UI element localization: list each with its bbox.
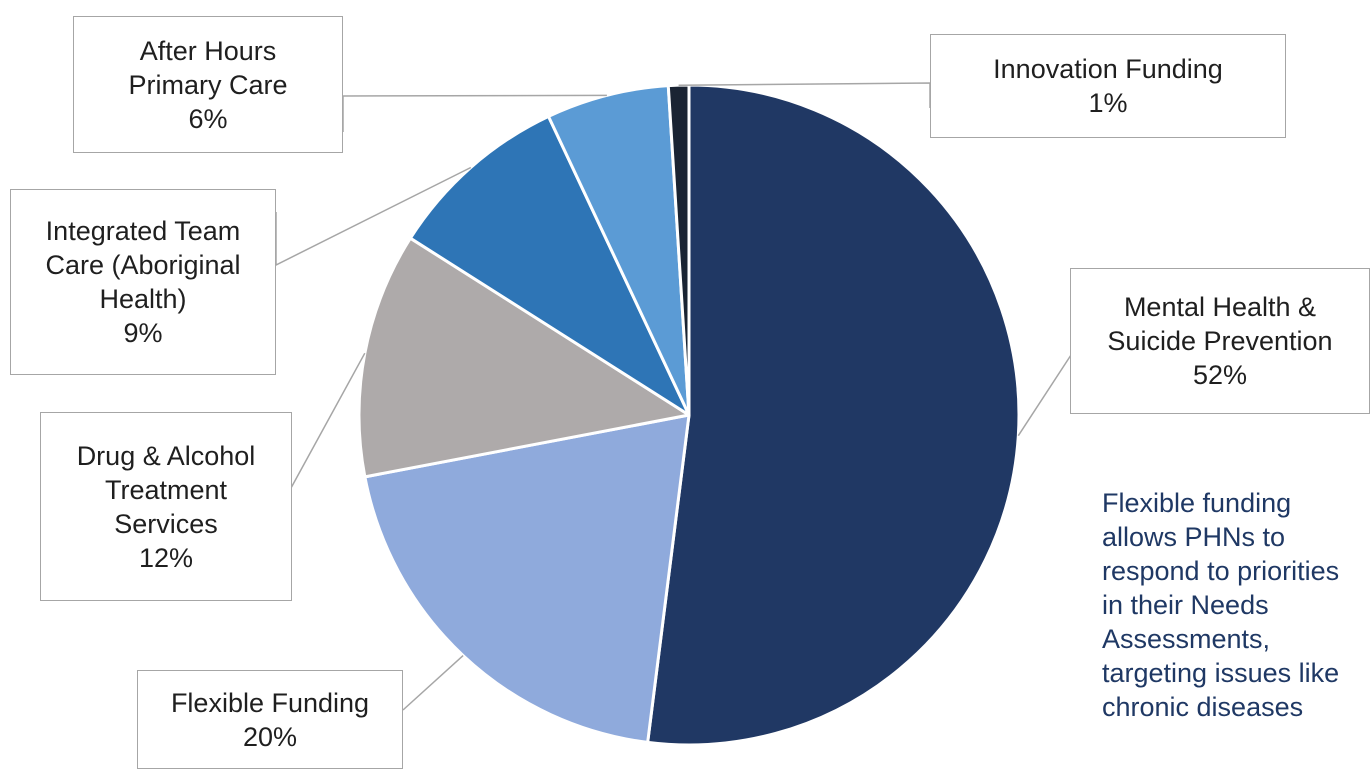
- pie-slice-1: [363, 413, 691, 744]
- slice-label: Integrated Team Care (Aboriginal Health): [45, 216, 241, 314]
- pie-slice-0: [646, 83, 1021, 747]
- pie-slices: [357, 83, 1021, 747]
- callout-drug-alcohol: Drug & Alcohol Treatment Services 12%: [40, 412, 292, 601]
- pie-slice-4: [546, 84, 691, 417]
- leader-line-4: [342, 94, 607, 132]
- slice-value: 1%: [1088, 88, 1128, 118]
- slice-label: Mental Health & Suicide Prevention: [1107, 292, 1333, 356]
- slice-value: 52%: [1192, 360, 1248, 390]
- callout-mental-health: Mental Health & Suicide Prevention 52%: [1070, 268, 1370, 414]
- slice-value: 6%: [188, 103, 228, 134]
- slice-label: Flexible Funding: [170, 687, 370, 718]
- slice-value: 12%: [138, 542, 194, 573]
- note-line: Assessments,: [1102, 624, 1271, 654]
- leader-line-2: [290, 352, 366, 489]
- leader-line-1: [402, 655, 464, 711]
- leader-line-3: [275, 166, 472, 267]
- leader-line-0: [1017, 354, 1072, 437]
- note-line: chronic diseases: [1102, 692, 1304, 722]
- pie-slice-3: [408, 114, 691, 417]
- note-line: respond to priorities: [1102, 556, 1340, 586]
- slice-value: 20%: [242, 721, 298, 752]
- callout-innovation-funding: Innovation Funding 1%: [930, 34, 1286, 138]
- callout-integrated-team-care: Integrated Team Care (Aboriginal Health)…: [10, 189, 276, 375]
- slice-label: Innovation Funding: [993, 54, 1223, 84]
- callout-flexible-funding: Flexible Funding 20%: [137, 670, 403, 769]
- note-line: in their Needs: [1102, 590, 1269, 620]
- callout-after-hours: After Hours Primary Care 6%: [73, 16, 343, 153]
- slice-label: Drug & Alcohol Treatment Services: [76, 440, 256, 539]
- note-line: allows PHNs to: [1102, 522, 1286, 552]
- annotation-note: Flexible funding allows PHNs to respond …: [1102, 486, 1370, 769]
- note-line: Flexible funding: [1102, 488, 1292, 518]
- note-line: targeting issues like: [1102, 658, 1340, 688]
- slice-value: 9%: [123, 318, 163, 348]
- pie-slice-2: [357, 236, 691, 479]
- slice-label: After Hours Primary Care: [128, 35, 288, 100]
